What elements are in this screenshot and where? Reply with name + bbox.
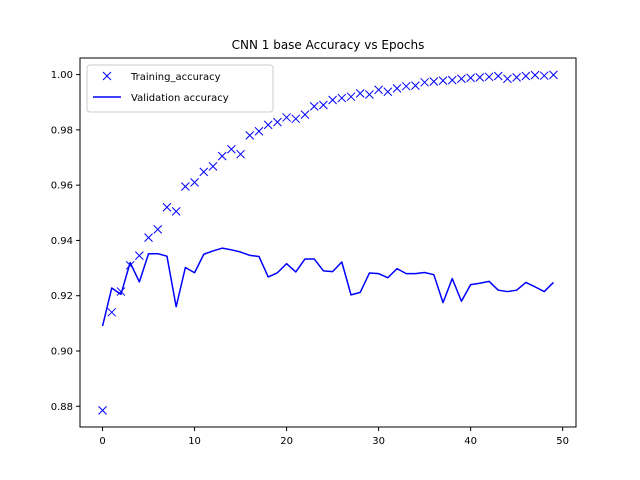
data-point-training bbox=[162, 202, 172, 212]
data-point-training bbox=[300, 110, 310, 120]
data-point-training bbox=[199, 167, 209, 177]
data-point-training bbox=[447, 75, 457, 85]
legend-marker-training bbox=[102, 71, 112, 81]
data-point-training bbox=[217, 151, 227, 161]
y-tick-label: 0.96 bbox=[51, 181, 73, 192]
data-point-training bbox=[484, 72, 494, 82]
data-point-training bbox=[171, 207, 181, 216]
x-tick-label: 10 bbox=[188, 436, 201, 447]
y-tick-label: 0.90 bbox=[51, 346, 73, 357]
legend-label-training: Training_accuracy bbox=[130, 72, 221, 83]
x-axis: 0 10 20 30 40 50 bbox=[99, 427, 569, 447]
data-point-training bbox=[530, 70, 540, 80]
data-point-training bbox=[539, 71, 549, 81]
data-point-training bbox=[512, 72, 521, 82]
data-point-training bbox=[135, 251, 144, 260]
data-point-training bbox=[346, 92, 356, 102]
x-tick-label: 0 bbox=[99, 436, 105, 447]
x-tick-label: 20 bbox=[280, 436, 293, 447]
data-point-training bbox=[263, 120, 273, 130]
legend: Training_accuracy Validation accuracy bbox=[86, 64, 274, 113]
data-point-training bbox=[411, 81, 420, 90]
axes-frame bbox=[79, 57, 577, 428]
legend-box bbox=[86, 64, 274, 113]
data-point-training bbox=[521, 71, 531, 81]
data-point-training bbox=[236, 149, 245, 159]
data-point-training bbox=[401, 81, 411, 91]
data-point-training bbox=[383, 87, 393, 97]
data-point-training bbox=[181, 182, 190, 191]
data-point-training bbox=[227, 144, 236, 154]
data-point-training bbox=[125, 260, 135, 270]
data-point-training bbox=[291, 114, 301, 124]
y-tick-label: 0.88 bbox=[51, 402, 73, 413]
data-point-training bbox=[144, 233, 153, 243]
data-point-training bbox=[337, 93, 347, 103]
data-point-training bbox=[392, 84, 402, 93]
data-point-training bbox=[420, 77, 429, 87]
data-point-training bbox=[309, 102, 319, 111]
data-point-training bbox=[282, 113, 291, 122]
y-axis: 0.88 0.90 0.92 0.94 0.96 0.98 1.00 bbox=[51, 70, 80, 413]
data-point-training bbox=[355, 89, 365, 98]
data-point-training bbox=[116, 287, 126, 296]
x-tick-label: 50 bbox=[556, 436, 569, 447]
data-point-training bbox=[493, 71, 503, 81]
legend-label-validation: Validation accuracy bbox=[131, 93, 229, 104]
data-point-training bbox=[503, 74, 512, 84]
legend-x-marker bbox=[102, 71, 112, 81]
x-tick-label: 40 bbox=[464, 436, 477, 447]
data-point-training bbox=[254, 126, 264, 136]
data-point-training bbox=[208, 161, 218, 171]
data-point-training bbox=[273, 117, 282, 127]
y-tick-label: 0.94 bbox=[51, 236, 73, 247]
data-point-training bbox=[549, 70, 558, 80]
x-tick-label: 30 bbox=[372, 436, 385, 447]
data-point-training bbox=[466, 73, 475, 83]
data-point-training bbox=[438, 76, 448, 86]
y-tick-label: 0.98 bbox=[51, 125, 73, 136]
y-tick-label: 0.92 bbox=[51, 291, 73, 302]
chart-title: CNN 1 base Accuracy vs Epochs bbox=[232, 38, 425, 52]
data-point-training bbox=[328, 95, 337, 105]
y-tick-label: 1.00 bbox=[51, 70, 73, 81]
data-point-training bbox=[319, 100, 328, 110]
plot-area bbox=[98, 70, 558, 415]
data-point-training bbox=[457, 74, 466, 84]
data-point-training bbox=[429, 77, 439, 86]
data-point-training bbox=[153, 225, 163, 234]
data-point-training bbox=[475, 72, 485, 82]
data-point-training bbox=[245, 131, 255, 140]
series-line-validation bbox=[101, 247, 554, 327]
data-point-training bbox=[98, 406, 107, 415]
data-point-training bbox=[374, 85, 383, 95]
data-point-training bbox=[365, 90, 374, 99]
data-point-training bbox=[107, 307, 117, 317]
data-point-training bbox=[190, 178, 199, 187]
